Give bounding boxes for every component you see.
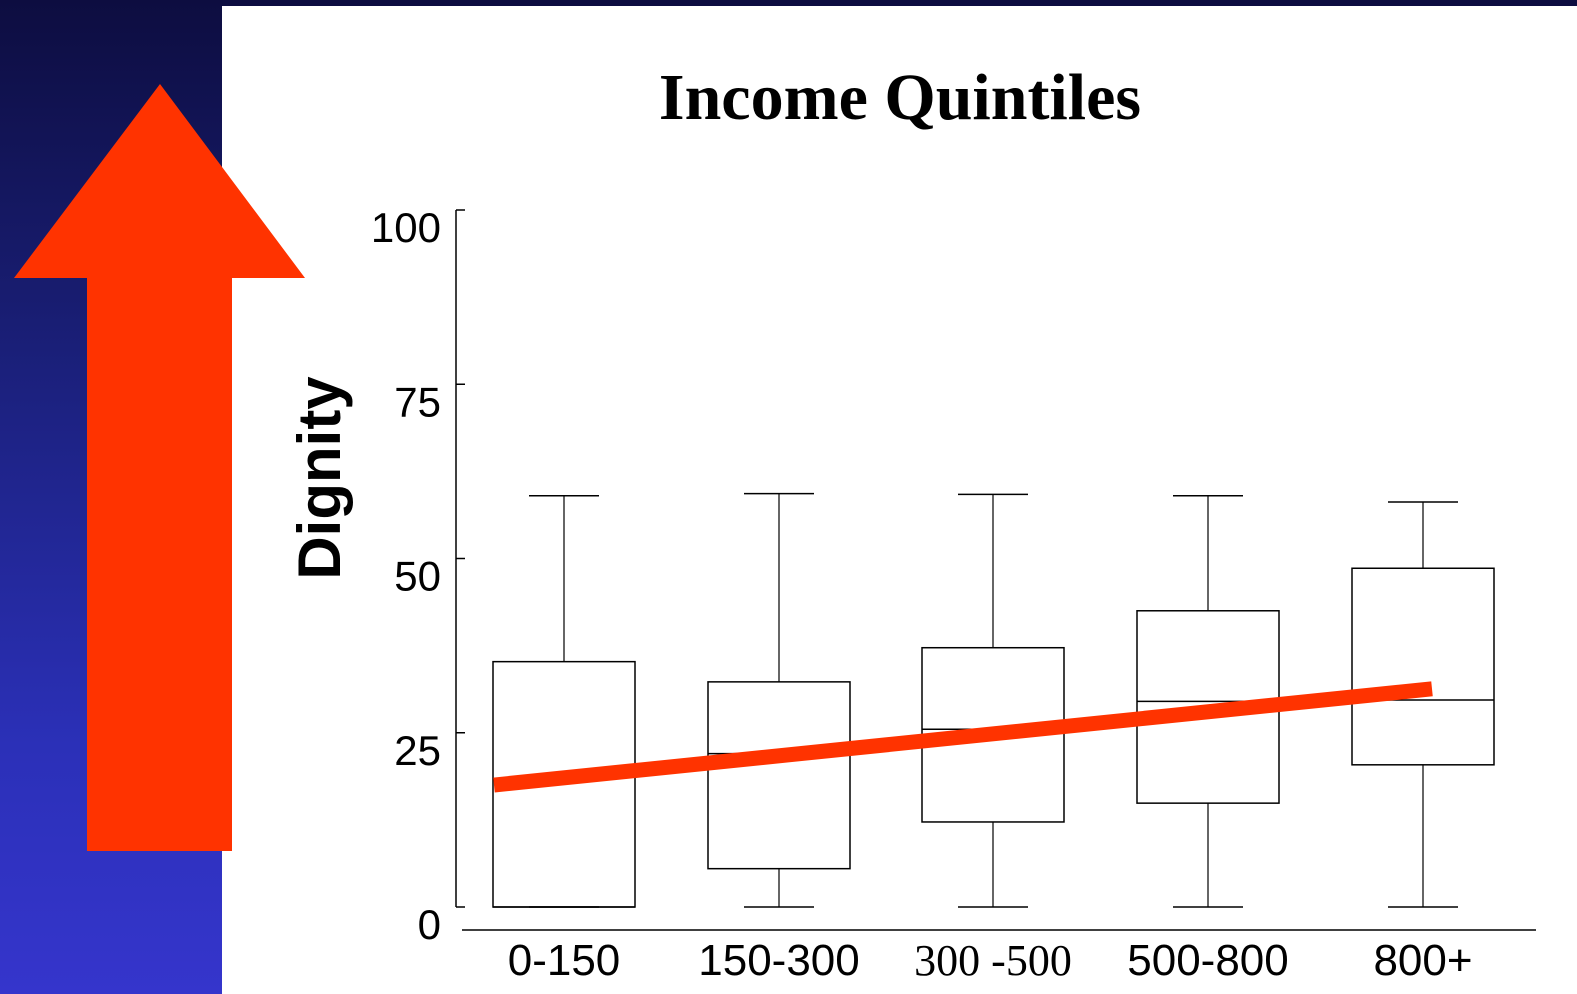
axes: 0 25 50 75 100 bbox=[371, 204, 1536, 948]
category-label: 800+ bbox=[1373, 936, 1472, 985]
box-5 bbox=[1351, 501, 1495, 908]
box-3 bbox=[921, 493, 1065, 908]
y-tick-label: 100 bbox=[371, 204, 441, 251]
y-tick-label: 75 bbox=[394, 378, 441, 425]
box-2 bbox=[707, 492, 851, 908]
y-axis-label: Dignity bbox=[286, 376, 353, 580]
category-label: 300 -500 bbox=[914, 936, 1072, 985]
y-tick-label: 50 bbox=[394, 553, 441, 600]
trend-line bbox=[493, 681, 1433, 793]
y-tick-label: 25 bbox=[394, 727, 441, 774]
chart-title: Income Quintiles bbox=[659, 61, 1141, 134]
box-1 bbox=[492, 495, 636, 908]
box-body bbox=[1351, 567, 1495, 766]
category-label: 0-150 bbox=[508, 936, 621, 985]
category-label: 150-300 bbox=[698, 936, 859, 985]
y-tick-label: 0 bbox=[418, 901, 441, 948]
category-labels: 0-150 150-300 300 -500 500-800 800+ bbox=[508, 936, 1473, 985]
category-label: 500-800 bbox=[1127, 936, 1288, 985]
trend-line-group bbox=[493, 681, 1433, 793]
box-body bbox=[707, 681, 851, 870]
chart-panel bbox=[222, 6, 1577, 994]
